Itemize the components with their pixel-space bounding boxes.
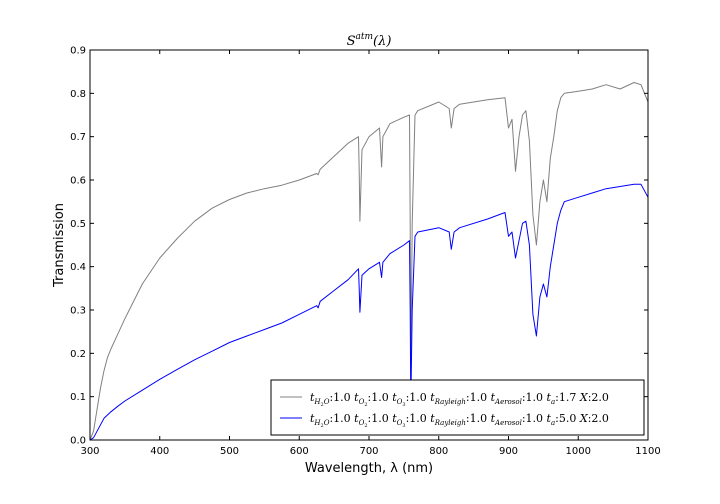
y-tick-label: 0.9 [70, 46, 86, 57]
y-tick-label: 0.0 [70, 436, 86, 447]
y-tick-label: 0.1 [70, 392, 86, 403]
x-tick-label: 800 [429, 446, 448, 457]
y-tick-label: 0.8 [70, 89, 86, 100]
y-tick-label: 0.5 [70, 219, 86, 230]
x-tick-label: 500 [220, 446, 239, 457]
y-axis: 0.0 0.1 0.2 0.3 0.4 0.5 0.6 0.7 0.8 0.9 [70, 46, 648, 447]
x-tick-label: 1000 [566, 446, 591, 457]
x-tick-label: 600 [290, 446, 309, 457]
series-line-blue [89, 183, 649, 441]
x-tick-label: 1100 [635, 446, 660, 457]
x-axis-label: Wavelength, λ (nm) [305, 461, 433, 476]
series-line-gray [89, 82, 649, 441]
y-tick-label: 0.6 [70, 176, 86, 187]
legend-box [270, 379, 645, 436]
y-tick-label: 0.3 [70, 306, 86, 317]
x-axis: 300 400 500 600 700 800 900 1000 1100 [80, 50, 661, 457]
y-tick-label: 0.7 [70, 132, 86, 143]
legend: tH2O:1.0 tO2:1.0 tO3:1.0 tRayleigh:1.0 t… [270, 379, 645, 436]
y-tick-label: 0.4 [70, 262, 86, 273]
x-tick-label: 400 [150, 446, 169, 457]
chart-title: Satm(λ) [347, 32, 392, 49]
x-tick-label: 700 [359, 446, 378, 457]
x-tick-label: 300 [80, 446, 99, 457]
x-tick-label: 900 [499, 446, 518, 457]
y-axis-label: Transmission [52, 203, 67, 288]
legend-entry-0: tH2O:1.0 tO2:1.0 tO3:1.0 tRayleigh:1.0 t… [310, 391, 609, 408]
legend-entry-1: tH2O:1.0 tO2:1.0 tO3:1.0 tRayleigh:1.0 t… [310, 412, 609, 429]
y-tick-label: 0.2 [70, 349, 86, 360]
series-layer [89, 82, 649, 441]
